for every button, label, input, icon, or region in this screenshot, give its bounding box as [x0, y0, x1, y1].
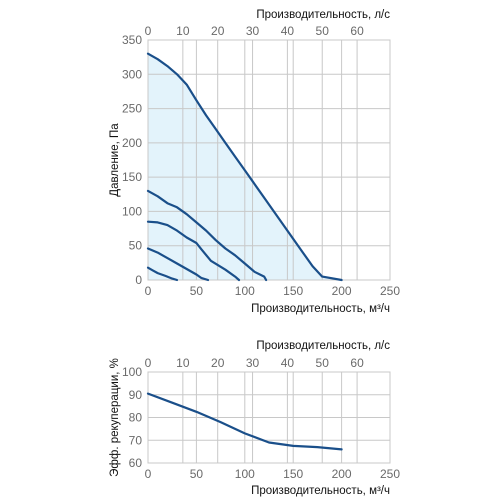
x2-tick-label: 20: [211, 24, 225, 38]
y-tick-label: 80: [129, 411, 143, 425]
x-tick-label: 0: [145, 467, 152, 481]
series-line-4: [146, 266, 179, 282]
x-tick-label: 50: [190, 467, 204, 481]
y-tick-label: 60: [129, 456, 143, 470]
plot-frame: [147, 371, 391, 464]
y-tick-label: 90: [129, 388, 143, 402]
x2-tick-label: 0: [145, 24, 152, 38]
x2-tick-label: 60: [350, 24, 364, 38]
plot-frame: [147, 39, 391, 281]
y-tick-label: 100: [122, 204, 142, 218]
x2-tick-label: 60: [350, 356, 364, 370]
y-axis-label: Эфф. рекуперации, %: [109, 358, 121, 477]
x-axis-label: Производительность, м³/ч: [251, 303, 390, 315]
x2-tick-label: 40: [281, 356, 295, 370]
series-line-3: [146, 247, 210, 282]
series-line-1: [146, 189, 268, 282]
y-tick-label: 250: [122, 102, 142, 116]
x2-tick-label: 50: [316, 24, 330, 38]
y-tick-label: 300: [122, 67, 142, 81]
x2-tick-label: 40: [281, 24, 295, 38]
x-tick-label: 50: [190, 284, 204, 298]
x-tick-label: 200: [332, 284, 352, 298]
x-tick-label: 250: [380, 284, 400, 298]
x2-tick-label: 10: [176, 24, 190, 38]
x-tick-label: 250: [380, 467, 400, 481]
x-axis-label: Производительность, м³/ч: [251, 485, 390, 497]
y-tick-label: 0: [135, 273, 142, 287]
y-tick-label: 200: [122, 136, 142, 150]
x2-tick-label: 30: [246, 24, 260, 38]
y-tick-label: 70: [129, 433, 143, 447]
x2-tick-label: 50: [316, 356, 330, 370]
series-line-2: [146, 220, 241, 282]
x2-axis-label: Производительность, л/с: [256, 9, 390, 21]
y-tick-label: 50: [129, 239, 143, 253]
series-line-0: [146, 52, 343, 282]
x-tick-label: 100: [235, 467, 255, 481]
x-tick-label: 200: [332, 467, 352, 481]
y-tick-label: 350: [122, 33, 142, 47]
x-tick-label: 150: [283, 284, 303, 298]
x-tick-label: 100: [235, 284, 255, 298]
y-tick-label: 150: [122, 170, 142, 184]
series-line-0: [146, 392, 343, 451]
x-tick-label: 150: [283, 467, 303, 481]
x-tick-label: 0: [145, 284, 152, 298]
x2-tick-label: 0: [145, 356, 152, 370]
y-tick-label: 100: [122, 365, 142, 379]
x2-tick-label: 30: [246, 356, 260, 370]
x2-axis-label: Производительность, л/с: [256, 340, 390, 352]
x2-tick-label: 20: [211, 356, 225, 370]
y-axis-label: Давление, Па: [109, 123, 121, 197]
x2-tick-label: 10: [176, 356, 190, 370]
